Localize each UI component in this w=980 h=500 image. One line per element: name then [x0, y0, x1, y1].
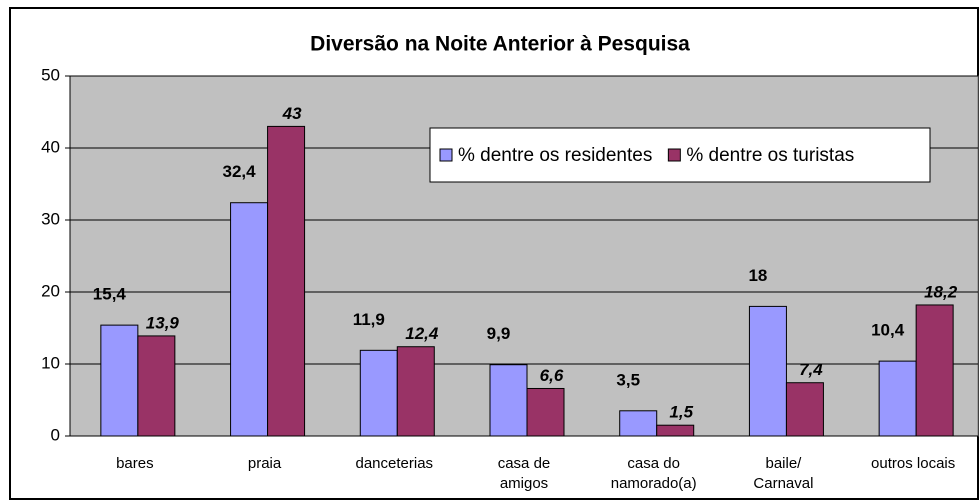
legend-label: % dentre os turistas — [686, 145, 854, 166]
data-label: 18,2 — [924, 282, 958, 301]
data-label: 3,5 — [616, 370, 640, 389]
legend-label: % dentre os residentes — [458, 145, 652, 166]
data-label: 15,4 — [93, 285, 127, 304]
bar — [359, 349, 398, 437]
bar — [656, 424, 695, 437]
bar — [100, 324, 139, 437]
data-label: 7,4 — [799, 360, 823, 379]
data-label: 10,4 — [871, 321, 905, 340]
y-tick-label: 0 — [51, 425, 60, 444]
x-tick-label: baile/ Carnaval — [753, 455, 814, 492]
data-label: 11,9 — [353, 310, 385, 329]
data-label: 43 — [282, 104, 302, 123]
bar — [489, 364, 528, 437]
bar — [526, 387, 565, 437]
y-tick-label: 30 — [41, 209, 60, 228]
x-tick-label: bares — [116, 455, 154, 472]
y-tick-label: 40 — [41, 137, 60, 156]
bar — [230, 202, 269, 437]
x-tick-label: casa de amigos — [497, 455, 551, 492]
data-label: 12,4 — [405, 324, 439, 343]
legend-swatch — [667, 148, 681, 162]
legend-swatch — [439, 148, 453, 162]
bar — [267, 125, 306, 437]
x-tick-label: danceterias — [355, 455, 434, 472]
x-tick-label: praia — [247, 455, 282, 472]
data-label: 6,6 — [540, 366, 564, 385]
data-label: 18 — [748, 266, 767, 285]
y-tick-label: 50 — [41, 65, 60, 84]
y-tick-label: 20 — [41, 281, 60, 300]
data-label: 32,4 — [223, 162, 257, 181]
bar — [878, 360, 917, 437]
bar — [137, 335, 176, 437]
y-tick-label: 10 — [41, 353, 60, 372]
bar — [396, 346, 435, 437]
bar — [748, 305, 787, 437]
bar — [785, 382, 824, 437]
bar — [915, 304, 954, 437]
x-tick-label: outros locais — [871, 455, 956, 472]
data-label: 1,5 — [669, 403, 693, 422]
chart-title: Diversão na Noite Anterior à Pesquisa — [310, 33, 690, 56]
bar — [619, 410, 658, 437]
data-label: 9,9 — [487, 324, 511, 343]
x-tick-label: casa do namorado(a) — [610, 455, 697, 492]
data-label: 13,9 — [146, 313, 180, 332]
